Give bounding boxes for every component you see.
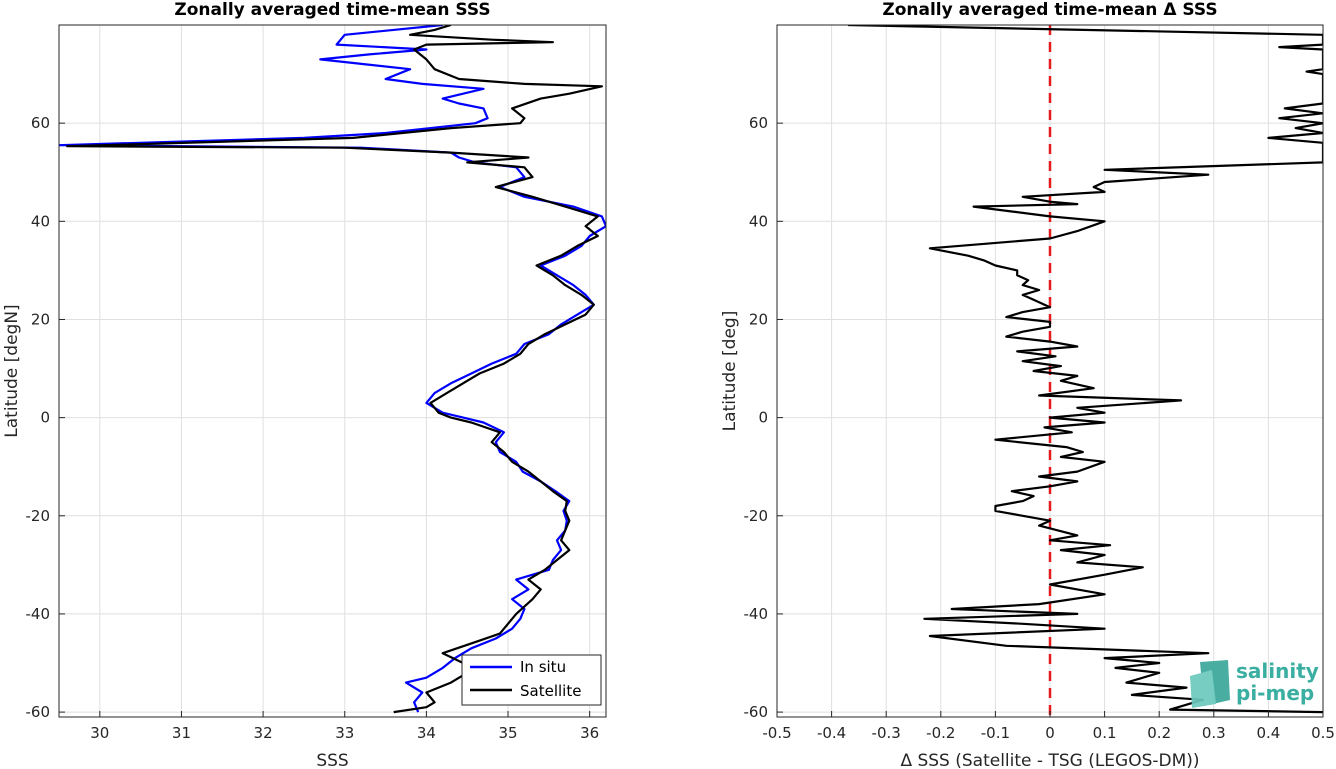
chart-title: Zonally averaged time-mean SSS bbox=[174, 0, 490, 20]
y-tick-label: -60 bbox=[26, 703, 51, 721]
legend: In situ Satellite bbox=[461, 654, 602, 706]
legend-box bbox=[461, 654, 602, 706]
y-axis-label: Latitude [degN] bbox=[2, 304, 22, 437]
x-tick-label: 0 bbox=[1045, 724, 1055, 742]
x-tick-label: 33 bbox=[335, 724, 354, 742]
chart-title: Zonally averaged time-mean Δ SSS bbox=[882, 0, 1217, 20]
logo-text-pi-mep: pi-mep bbox=[1236, 681, 1314, 705]
x-tick-label: 31 bbox=[172, 724, 191, 742]
x-tick-label: -0.5 bbox=[762, 724, 791, 742]
x-tick-label: -0.4 bbox=[817, 724, 846, 742]
y-tick-label: 20 bbox=[31, 310, 50, 328]
x-tick-label: 34 bbox=[417, 724, 436, 742]
y-tick-label: 40 bbox=[749, 212, 768, 230]
y-tick-label: 20 bbox=[749, 310, 768, 328]
plot-area bbox=[59, 25, 606, 717]
x-axis-label: Δ SSS (Satellite - TSG (LEGOS-DM)) bbox=[900, 751, 1199, 769]
logo-text-salinity: salinity bbox=[1236, 659, 1319, 683]
x-tick-label: -0.3 bbox=[872, 724, 901, 742]
x-tick-label: 0.1 bbox=[1093, 724, 1117, 742]
salinity-pi-mep-logo: salinity pi-mep bbox=[1190, 659, 1319, 708]
x-tick-label: 0.4 bbox=[1256, 724, 1280, 742]
panel-delta-sss: -0.5 -0.4 -0.3 -0.2 -0.1 0 0.1 0.2 0.3 0.4 0.5 -60 -… bbox=[720, 0, 1335, 769]
x-tick-label: 30 bbox=[90, 724, 109, 742]
x-tick-label: 35 bbox=[498, 724, 517, 742]
x-tick-label: 0.5 bbox=[1311, 724, 1335, 742]
y-tick-label: -60 bbox=[744, 703, 769, 721]
x-tick-label: -0.1 bbox=[981, 724, 1010, 742]
y-tick-label: -20 bbox=[744, 507, 769, 525]
y-tick-label: -40 bbox=[744, 605, 769, 623]
y-tick-label: -20 bbox=[26, 507, 51, 525]
y-tick-label: 0 bbox=[758, 409, 768, 427]
x-tick-label: 32 bbox=[254, 724, 273, 742]
legend-label-in-situ: In situ bbox=[520, 658, 566, 676]
y-tick-label: 60 bbox=[749, 114, 768, 132]
series-line-satellite bbox=[66, 25, 603, 714]
logo-mark-front bbox=[1190, 670, 1216, 708]
axes-frame bbox=[58, 24, 607, 718]
y-tick-label: 0 bbox=[40, 409, 50, 427]
x-tick-label: 0.2 bbox=[1147, 724, 1171, 742]
y-tick-label: -40 bbox=[26, 605, 51, 623]
panel-sss: 30 31 32 33 34 35 36 -60 -40 -20 0 20 40 60 Zonally av… bbox=[2, 0, 607, 769]
legend-label-satellite: Satellite bbox=[520, 682, 581, 700]
series-line-delta-sss bbox=[847, 25, 1323, 714]
y-tick-label: 60 bbox=[31, 114, 50, 132]
x-axis-label: SSS bbox=[316, 751, 348, 769]
x-tick-label: 36 bbox=[580, 724, 599, 742]
y-tick-label: 40 bbox=[31, 212, 50, 230]
y-axis-label: Latitude [deg] bbox=[720, 311, 740, 432]
x-tick-label: 0.3 bbox=[1202, 724, 1226, 742]
x-tick-label: -0.2 bbox=[926, 724, 955, 742]
